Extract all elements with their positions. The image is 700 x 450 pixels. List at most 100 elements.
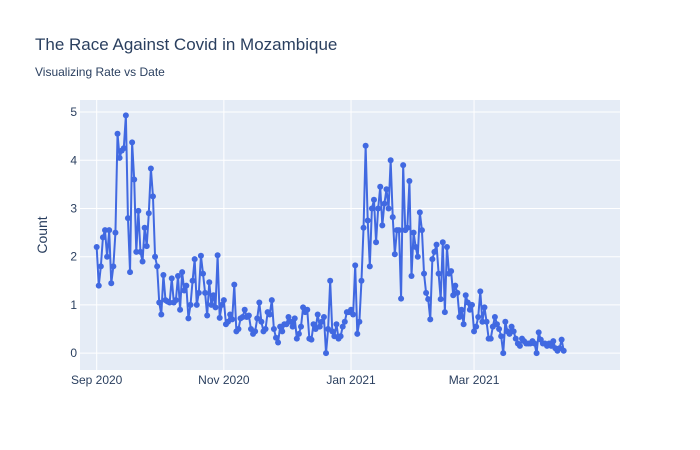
data-point (535, 329, 542, 336)
data-point (498, 333, 505, 340)
data-point (166, 299, 173, 306)
data-point (412, 244, 419, 251)
data-point (127, 269, 134, 276)
data-point (108, 280, 115, 287)
data-point (95, 282, 102, 289)
data-point (187, 301, 194, 308)
data-point (341, 318, 348, 325)
data-point (531, 340, 538, 347)
data-point (425, 296, 432, 303)
data-point (479, 318, 486, 325)
data-point (289, 323, 296, 330)
data-point (168, 275, 175, 282)
data-point (452, 282, 459, 289)
data-point (400, 162, 407, 169)
data-point (145, 210, 152, 217)
data-point (110, 263, 117, 270)
x-tick-label: Nov 2020 (198, 373, 250, 387)
data-point (410, 229, 417, 236)
x-tick-label: Jan 2021 (326, 373, 376, 387)
data-point (135, 207, 142, 214)
data-point (477, 288, 484, 295)
data-point (106, 227, 113, 234)
data-point (323, 350, 330, 357)
x-tick-label: Sep 2020 (71, 373, 123, 387)
data-point (102, 227, 109, 234)
data-point (487, 335, 494, 342)
data-point (354, 330, 361, 337)
data-point (172, 297, 179, 304)
data-point (448, 268, 455, 275)
data-point (437, 296, 444, 303)
data-point (471, 328, 478, 335)
data-point (500, 350, 507, 357)
data-point (149, 193, 156, 200)
data-point (368, 205, 375, 212)
data-point (245, 312, 252, 319)
data-point (214, 252, 221, 259)
series-count (93, 112, 567, 357)
data-point (364, 217, 371, 224)
data-point (414, 253, 421, 260)
data-point (293, 335, 300, 342)
data-point (377, 183, 384, 190)
data-point (512, 335, 519, 342)
y-tick-label: 1 (70, 298, 77, 312)
data-point (181, 287, 188, 294)
data-point (396, 227, 402, 234)
data-point (268, 297, 275, 304)
data-point (220, 297, 227, 304)
data-point (93, 244, 100, 251)
data-point (454, 289, 461, 296)
data-point (560, 347, 567, 354)
data-point (122, 112, 129, 119)
data-point (443, 244, 450, 251)
data-point (212, 304, 219, 311)
data-point (350, 311, 357, 318)
data-point (502, 318, 509, 325)
data-point (154, 263, 161, 270)
data-point (270, 326, 277, 333)
data-point (429, 256, 436, 263)
data-point (475, 313, 482, 320)
data-point (483, 318, 490, 325)
data-point (510, 328, 517, 335)
data-point (550, 338, 557, 345)
data-point (174, 272, 181, 279)
data-point (370, 196, 377, 203)
y-axis-label: Count (34, 216, 50, 253)
data-point (441, 309, 448, 316)
data-point (229, 316, 236, 323)
data-point (179, 269, 186, 276)
data-point (124, 215, 131, 222)
data-point (133, 248, 140, 255)
data-point (314, 311, 321, 318)
data-point (404, 224, 411, 231)
data-point (333, 321, 340, 328)
data-point (468, 301, 475, 308)
data-point (285, 313, 292, 320)
data-point (239, 313, 246, 320)
x-axis-ticks: Sep 2020 Nov 2020 Jan 2021 Mar 2021 (71, 373, 500, 387)
data-point (375, 205, 382, 212)
data-point (418, 227, 425, 234)
data-point (508, 323, 515, 330)
y-axis-ticks: 0 1 2 3 4 5 (70, 105, 77, 360)
data-point (197, 252, 204, 259)
y-tick-label: 2 (70, 250, 77, 264)
data-point (116, 154, 123, 161)
y-tick-label: 0 (70, 346, 77, 360)
data-point (481, 304, 488, 311)
data-point (204, 312, 211, 319)
data-point (366, 263, 373, 270)
data-point (329, 328, 336, 335)
data-point (158, 311, 165, 318)
data-point (308, 336, 315, 343)
data-point (139, 258, 146, 265)
data-point (256, 299, 263, 306)
data-point (216, 314, 223, 321)
data-point (104, 253, 111, 260)
data-point (373, 239, 380, 246)
